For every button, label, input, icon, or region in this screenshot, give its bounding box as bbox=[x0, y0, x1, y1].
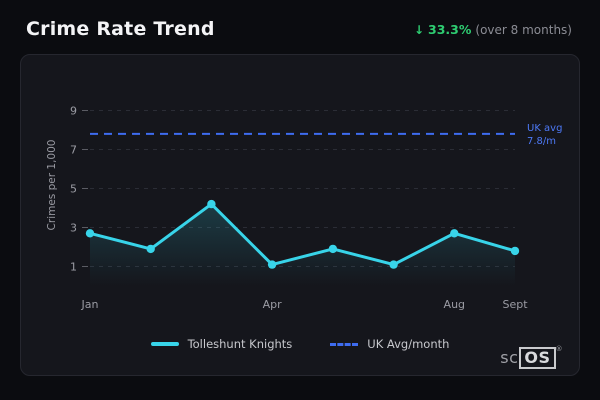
logo-registered-mark: ® bbox=[555, 344, 563, 353]
data-point bbox=[267, 260, 277, 269]
chart-card: Crimes per 1,000 1 3 5 7 9 UK avg 7.8/m Jan Apr A… bbox=[20, 54, 580, 376]
data-point bbox=[85, 229, 95, 238]
data-point bbox=[510, 246, 520, 256]
x-tick-label: Jan bbox=[81, 298, 99, 311]
legend: Tolleshunt Knights UK Avg/month bbox=[21, 337, 579, 351]
x-tick-label: Sept bbox=[502, 298, 528, 311]
legend-dashed-line-swatch bbox=[330, 342, 359, 346]
x-tick-label: Apr bbox=[263, 298, 283, 311]
series-line bbox=[88, 202, 517, 267]
data-point bbox=[207, 199, 216, 209]
data-point bbox=[389, 260, 398, 269]
trend-stat: ↓ 33.3% (over 8 months) bbox=[414, 22, 572, 37]
legend-item-tolleshunt-knights: Tolleshunt Knights bbox=[150, 337, 293, 351]
data-point bbox=[146, 244, 155, 254]
y-tick-label: 1 bbox=[70, 261, 77, 274]
y-tick-label: 5 bbox=[70, 183, 77, 196]
trend-caption: (over 8 months) bbox=[475, 22, 572, 37]
scos-logo: sc OS ® bbox=[500, 344, 563, 369]
uk-avg-value: 7.8/m bbox=[527, 136, 556, 147]
y-tick-label: 7 bbox=[70, 144, 77, 157]
header: Crime Rate Trend ↓ 33.3% (over 8 months) bbox=[20, 16, 580, 40]
series-area bbox=[90, 204, 515, 286]
data-point bbox=[328, 244, 338, 254]
trend-value: 33.3% bbox=[428, 21, 472, 37]
legend-series-label: Tolleshunt Knights bbox=[187, 337, 293, 351]
trend-down-arrow-icon: ↓ bbox=[413, 22, 425, 37]
page-title: Crime Rate Trend bbox=[26, 18, 215, 40]
logo-boxed-text: OS bbox=[519, 346, 556, 369]
trend-chart: 1 3 5 7 9 UK avg 7.8/m Jan Apr Aug Sept bbox=[70, 105, 562, 312]
legend-item-uk-avg: UK Avg/month bbox=[330, 337, 449, 351]
uk-avg-label: UK avg bbox=[527, 123, 562, 134]
y-tick-label: 9 bbox=[70, 105, 77, 118]
y-tick-label: 3 bbox=[70, 222, 77, 235]
legend-series-line-swatch bbox=[150, 342, 179, 346]
x-tick-label: Aug bbox=[444, 298, 465, 311]
legend-uk-avg-label: UK Avg/month bbox=[367, 337, 450, 351]
data-point bbox=[450, 229, 459, 238]
logo-prefix: sc bbox=[500, 347, 519, 367]
